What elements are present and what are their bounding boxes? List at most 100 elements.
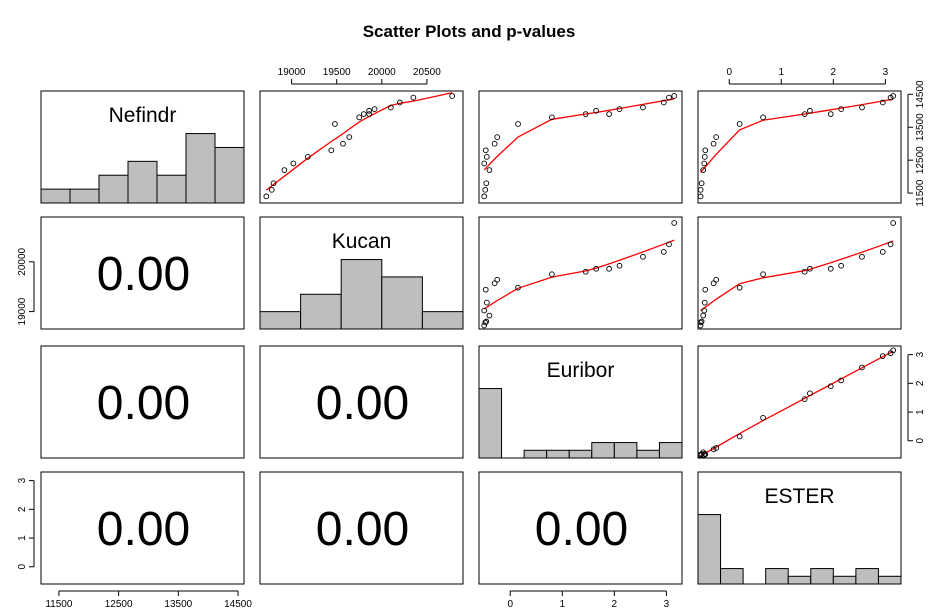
tick-label: 20000 — [368, 67, 396, 78]
data-point — [827, 265, 834, 272]
data-point — [698, 451, 705, 457]
histogram-bar-ester — [697, 514, 722, 585]
tick-label: 20000 — [17, 247, 28, 275]
data-point — [890, 347, 897, 354]
data-point — [481, 160, 488, 167]
data-point — [616, 262, 623, 269]
tick-label: 19500 — [323, 67, 351, 78]
data-point — [760, 114, 766, 121]
data-point — [736, 433, 743, 440]
data-point — [515, 121, 521, 127]
tick-label: 19000 — [278, 67, 306, 78]
data-point — [827, 111, 834, 117]
axis-bottom-euribor: 0 1 2 3 — [507, 590, 670, 610]
tick-label: 2 — [612, 599, 618, 610]
panel-frame — [40, 216, 245, 330]
tick-label: 14500 — [915, 80, 926, 108]
data-point — [491, 140, 498, 147]
data-point — [887, 241, 894, 248]
tick-label: 1 — [560, 599, 566, 610]
histogram-bar-ester — [720, 568, 744, 585]
data-point — [702, 147, 709, 154]
histogram-bar-nefindr — [127, 160, 158, 204]
data-point — [701, 450, 708, 457]
axis-right-euribor: 0 1 2 3 — [907, 351, 926, 444]
data-point — [483, 318, 490, 325]
panel-ester-euribor: 0.00 — [478, 471, 683, 585]
panel-nefindr-nefindr: Nefindr — [40, 90, 245, 204]
histogram-bar-euribor — [613, 442, 638, 459]
data-point — [890, 220, 897, 226]
data-point — [859, 364, 865, 371]
data-point — [482, 319, 489, 326]
data-point — [713, 134, 720, 140]
data-point — [486, 167, 493, 173]
data-point — [879, 248, 886, 255]
panel-frame — [697, 90, 902, 204]
data-point — [807, 107, 813, 114]
data-point — [671, 93, 678, 99]
tick-label: 2 — [831, 67, 837, 78]
data-point — [268, 186, 275, 193]
data-point — [606, 111, 612, 117]
panel-kucan-nefindr: 0.00 — [40, 216, 245, 330]
tick-label: 3 — [664, 599, 670, 610]
data-point — [710, 140, 717, 147]
axis-right-nefindr: 11500 12500 13500 14500 — [907, 80, 926, 207]
histogram-bar-kucan — [340, 259, 383, 330]
data-point — [481, 193, 488, 200]
data-point — [807, 265, 813, 272]
data-point — [263, 193, 270, 200]
data-point — [304, 154, 311, 160]
panel-euribor-nefindr: 0.00 — [40, 345, 245, 459]
data-point — [713, 445, 720, 451]
data-point — [481, 307, 488, 314]
axis-bottom-nefindr: 11500 12500 13500 14500 — [45, 590, 252, 610]
data-point — [701, 154, 708, 160]
tick-label: 11500 — [45, 599, 73, 610]
histogram-bar-nefindr — [69, 188, 100, 204]
panel-ester-ester: ESTER — [697, 471, 902, 585]
p-value-euribor-nefindr: 0.00 — [97, 377, 190, 430]
tick-label: 0 — [726, 67, 732, 78]
histogram-bar-ester — [877, 575, 902, 585]
data-point — [701, 299, 708, 306]
data-point — [760, 414, 766, 421]
data-point — [666, 241, 672, 248]
data-point — [606, 265, 612, 272]
smoother-line-kucan-euribor — [483, 239, 675, 310]
axis-top-ester: 0 1 2 3 — [726, 67, 889, 85]
tick-label: 1 — [779, 67, 785, 78]
tick-label: 11500 — [915, 179, 926, 207]
histogram-bar-nefindr — [40, 188, 71, 204]
data-point — [515, 284, 521, 291]
data-point — [838, 262, 844, 269]
p-value-euribor-kucan: 0.00 — [316, 377, 409, 430]
data-point — [698, 180, 705, 187]
data-point — [340, 140, 346, 147]
data-point — [760, 271, 766, 278]
data-point — [736, 284, 743, 291]
histogram-bar-ester — [832, 575, 857, 585]
data-point — [486, 312, 493, 319]
p-value-ester-euribor: 0.00 — [535, 503, 628, 556]
data-point — [387, 104, 394, 111]
data-point — [360, 111, 367, 117]
tick-label: 0 — [915, 438, 926, 444]
data-point — [702, 286, 709, 293]
data-point — [838, 106, 844, 112]
tick-label: 14500 — [224, 599, 252, 610]
tick-label: 3 — [17, 477, 28, 483]
data-point — [449, 93, 456, 99]
panel-frame — [697, 471, 902, 585]
data-point — [281, 167, 288, 173]
data-point — [290, 160, 297, 167]
histogram-bar-euribor — [523, 449, 548, 459]
data-point — [660, 248, 667, 255]
panel-frame — [478, 471, 683, 585]
data-point — [801, 396, 808, 402]
data-point — [890, 93, 897, 99]
data-point — [697, 193, 704, 200]
panel-frame — [40, 90, 245, 204]
data-point — [593, 107, 599, 114]
